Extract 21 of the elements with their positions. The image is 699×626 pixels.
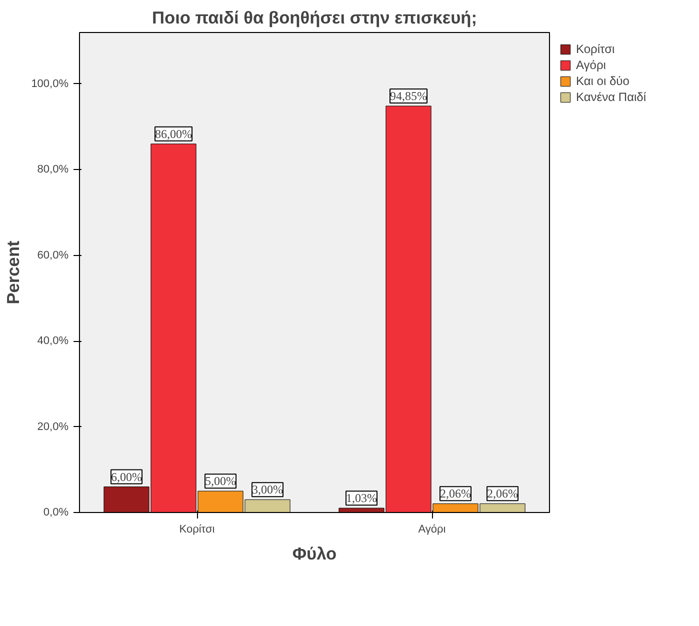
- data-label: 2,06%: [487, 486, 518, 501]
- y-tick-label: 80,0%: [37, 164, 69, 176]
- data-label: 86,00%: [155, 126, 192, 141]
- legend-label: Κορίτσι: [576, 42, 615, 56]
- legend-label: Και οι δύο: [576, 74, 630, 88]
- legend-label: Κανένα Παιδί: [576, 90, 646, 104]
- data-label: 2,06%: [440, 486, 471, 501]
- y-tick-label: 40,0%: [37, 335, 69, 348]
- y-tick-label: 20,0%: [37, 420, 69, 433]
- y-tick-label: 60,0%: [37, 249, 69, 262]
- data-label: 94,85%: [390, 89, 427, 103]
- data-label: 1,03%: [346, 491, 377, 506]
- data-label: 3,00%: [252, 482, 283, 497]
- legend-label: Αγόρι: [576, 58, 606, 72]
- y-tick-label: 0,0%: [43, 506, 69, 518]
- chart-title: Ποιο παιδί θα βοηθήσει στην επισκευή;: [152, 8, 478, 28]
- y-axis-title: Percent: [3, 240, 24, 304]
- data-label: 5,00%: [205, 474, 236, 488]
- data-label: 6,00%: [111, 470, 142, 484]
- y-tick-label: 100,0%: [31, 78, 69, 90]
- x-axis-title: Φύλο: [292, 544, 337, 564]
